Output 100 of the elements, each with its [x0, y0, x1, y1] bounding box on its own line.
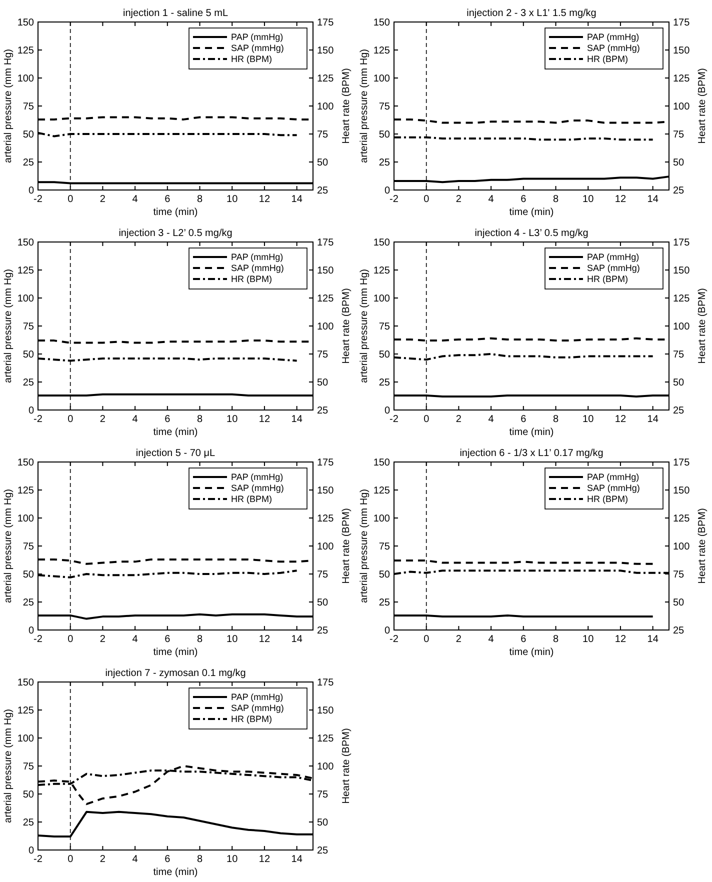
x-axis-title: time (min): [153, 427, 198, 438]
y-tick-label: 50: [378, 570, 390, 580]
y2-tick-label: 25: [317, 406, 329, 416]
y2-tick-label: 125: [317, 294, 334, 304]
x-tick-label: 6: [520, 414, 527, 425]
x-tick-label: -2: [34, 854, 43, 865]
y2-tick-label: 150: [317, 486, 334, 496]
y2-axis-title: Heart rate (BPM): [341, 288, 352, 364]
y-tick-label: 0: [28, 406, 34, 416]
y-tick-label: 100: [17, 74, 34, 84]
x-tick-label: 0: [68, 414, 74, 425]
x-tick-label: -2: [34, 414, 43, 425]
y-tick-label: 100: [373, 514, 390, 524]
y-tick-label: 50: [22, 570, 34, 580]
legend-label: HR (BPM): [231, 714, 272, 724]
y2-tick-label: 175: [317, 678, 334, 688]
y2-tick-label: 25: [317, 186, 329, 196]
y-tick-label: 150: [373, 458, 390, 468]
legend-label: SAP (mmHg): [587, 263, 640, 274]
x-tick-label: 14: [647, 194, 659, 205]
y-tick-label: 125: [373, 46, 390, 56]
x-tick-label: 10: [226, 194, 238, 205]
y-tick-label: 0: [28, 846, 34, 856]
x-tick-label: 14: [647, 414, 659, 425]
y2-tick-label: 50: [673, 378, 685, 388]
x-tick-label: 14: [291, 634, 303, 645]
y2-tick-label: 150: [673, 46, 690, 56]
x-tick-label: 10: [582, 634, 594, 645]
legend-label: SAP (mmHg): [231, 43, 284, 54]
x-tick-label: 4: [132, 414, 138, 425]
x-tick-label: -2: [34, 194, 43, 205]
x-tick-label: 4: [132, 854, 138, 865]
y-tick-label: 50: [22, 130, 34, 140]
chart-title: injection 2 - 3 x L1' 1.5 mg/kg: [466, 8, 596, 19]
x-tick-label: 2: [100, 194, 106, 205]
chart-title: injection 7 - zymosan 0.1 mg/kg: [105, 668, 246, 679]
x-axis-title: time (min): [153, 207, 198, 218]
x-tick-label: 10: [226, 414, 238, 425]
y2-tick-label: 150: [673, 486, 690, 496]
y-tick-label: 75: [22, 322, 34, 332]
legend-label: PAP (mmHg): [231, 692, 284, 702]
y2-axis-title: Heart rate (BPM): [341, 508, 352, 584]
y-tick-label: 125: [17, 266, 34, 276]
chart-title: injection 4 - L3’ 0.5 mg/kg: [474, 228, 588, 239]
x-tick-label: 8: [552, 634, 559, 645]
x-tick-label: 6: [164, 194, 171, 205]
legend-label: SAP (mmHg): [587, 483, 640, 494]
legend-label: SAP (mmHg): [231, 483, 284, 494]
y-tick-label: 75: [22, 102, 34, 112]
y-tick-label: 75: [22, 542, 34, 552]
x-axis-title: time (min): [509, 427, 554, 438]
y-axis-title: arterial pressure (mm Hg): [359, 49, 370, 163]
y2-tick-label: 75: [673, 350, 685, 360]
x-tick-label: 12: [258, 194, 270, 205]
x-axis-title: time (min): [509, 647, 554, 658]
legend-label: SAP (mmHg): [587, 43, 640, 54]
y-tick-label: 25: [22, 378, 34, 388]
x-tick-label: 14: [291, 854, 303, 865]
y2-tick-label: 150: [317, 706, 334, 716]
y-tick-label: 150: [17, 238, 34, 248]
y-tick-label: 50: [378, 350, 390, 360]
y-axis-title: arterial pressure (mm Hg): [359, 269, 370, 383]
y2-tick-label: 50: [673, 158, 685, 168]
x-tick-label: 8: [552, 194, 559, 205]
x-tick-label: 14: [291, 414, 303, 425]
y-axis-title: arterial pressure (mm Hg): [3, 489, 14, 603]
x-tick-label: 10: [582, 414, 594, 425]
y2-tick-label: 75: [317, 570, 329, 580]
y2-tick-label: 100: [317, 322, 334, 332]
y2-axis-title: Heart rate (BPM): [697, 288, 708, 364]
legend-label: PAP (mmHg): [231, 32, 284, 42]
y2-tick-label: 175: [317, 238, 334, 248]
x-tick-label: 0: [68, 634, 74, 645]
x-tick-label: 6: [164, 634, 171, 645]
y2-axis-title: Heart rate (BPM): [341, 68, 352, 144]
x-tick-label: 4: [132, 194, 138, 205]
y-tick-label: 100: [17, 294, 34, 304]
y2-tick-label: 175: [317, 458, 334, 468]
y2-axis-title: Heart rate (BPM): [341, 728, 352, 804]
y2-axis-title: Heart rate (BPM): [697, 68, 708, 144]
x-tick-label: 12: [258, 414, 270, 425]
legend-label: HR (BPM): [231, 274, 272, 284]
y2-tick-label: 100: [317, 102, 334, 112]
legend-label: HR (BPM): [587, 54, 628, 64]
legend-label: HR (BPM): [587, 494, 628, 504]
y-tick-label: 0: [28, 186, 34, 196]
legend-label: HR (BPM): [231, 494, 272, 504]
x-tick-label: 10: [582, 194, 594, 205]
y2-tick-label: 50: [317, 378, 329, 388]
x-tick-label: 8: [552, 414, 559, 425]
y-tick-label: 0: [384, 626, 390, 636]
x-tick-label: -2: [390, 414, 399, 425]
y-tick-label: 150: [17, 18, 34, 28]
x-tick-label: 2: [100, 854, 106, 865]
y2-tick-label: 25: [317, 626, 329, 636]
x-tick-label: 14: [291, 194, 303, 205]
y2-tick-label: 50: [317, 598, 329, 608]
x-tick-label: 8: [196, 634, 203, 645]
y-axis-title: arterial pressure (mm Hg): [3, 269, 14, 383]
y-tick-label: 125: [373, 486, 390, 496]
